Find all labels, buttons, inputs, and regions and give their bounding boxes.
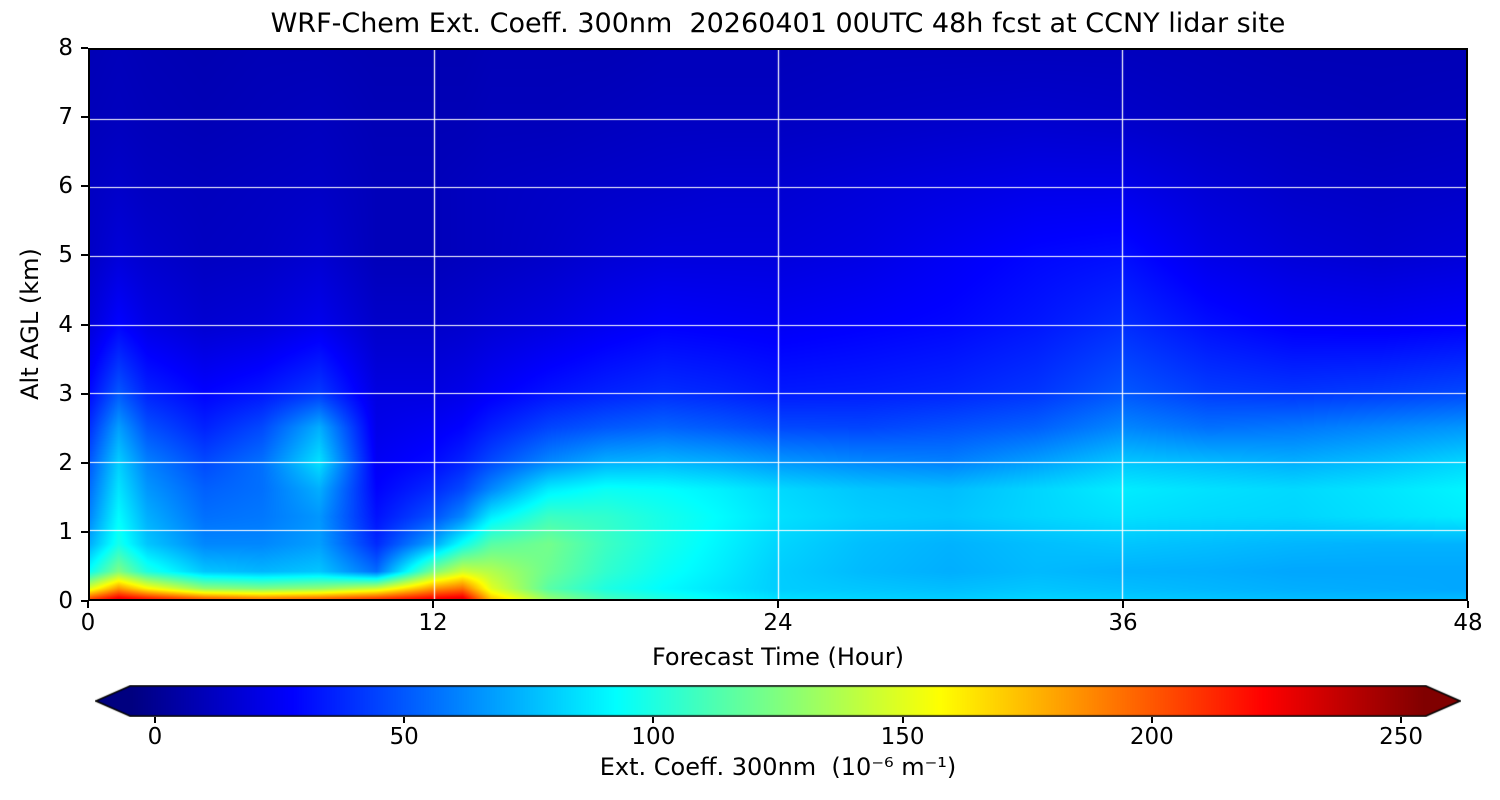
y-tick-mark xyxy=(81,185,88,188)
y-tick-label: 1 xyxy=(58,518,73,545)
plot-area xyxy=(88,48,1468,601)
x-tick-label: 48 xyxy=(1453,610,1483,636)
y-tick-mark xyxy=(81,530,88,533)
colorbar-ticks: 0 50 100 150 200 250 xyxy=(95,717,1461,757)
y-tick-label: 3 xyxy=(58,380,73,407)
x-tick-label: 36 xyxy=(1108,610,1138,636)
colorbar-tick-mark xyxy=(901,717,904,723)
y-tick-mark xyxy=(81,116,88,119)
colorbar-tick-mark xyxy=(403,717,406,723)
y-tick-mark xyxy=(81,461,88,464)
x-tick-mark xyxy=(432,601,434,608)
y-tick-label: 6 xyxy=(58,173,73,200)
chart-title: WRF-Chem Ext. Coeff. 300nm 20260401 00UT… xyxy=(270,8,1286,39)
y-tick-label: 4 xyxy=(58,311,73,338)
y-axis-ticks: 0 1 2 3 4 5 6 7 8 xyxy=(0,35,88,614)
y-tick-label: 5 xyxy=(58,242,73,269)
colorbar-tick-label: 100 xyxy=(631,724,676,750)
colorbar-label: Ext. Coeff. 300nm (10⁻⁶ m⁻¹) xyxy=(599,753,957,781)
y-tick-label: 7 xyxy=(58,104,73,131)
y-tick-mark xyxy=(81,254,88,257)
x-tick-mark xyxy=(1467,601,1469,608)
x-tick-label: 24 xyxy=(763,610,793,636)
heatmap-canvas xyxy=(90,50,1466,599)
y-tick-label: 0 xyxy=(58,588,73,614)
x-tick-label: 0 xyxy=(80,610,96,636)
colorbar-tick-mark xyxy=(652,717,655,723)
y-tick-mark xyxy=(81,392,88,395)
colorbar-tick-mark xyxy=(1400,717,1403,723)
y-tick-mark xyxy=(81,323,88,326)
x-axis-label: Forecast Time (Hour) xyxy=(651,643,905,671)
colorbar-tick-label: 150 xyxy=(880,724,925,750)
x-axis-ticks: 0 12 24 36 48 xyxy=(81,601,1483,645)
colorbar-tick-mark xyxy=(153,717,156,723)
y-tick-mark xyxy=(81,47,88,49)
colorbar-tick-label: 50 xyxy=(389,724,419,750)
y-tick-label: 8 xyxy=(58,35,73,61)
x-tick-mark xyxy=(777,601,779,608)
colorbar-tick-label: 250 xyxy=(1379,724,1424,750)
y-tick-mark xyxy=(81,600,88,602)
colorbar-tick-label: 200 xyxy=(1129,724,1174,750)
colorbar-canvas xyxy=(95,685,1461,717)
y-tick-label: 2 xyxy=(58,449,73,476)
x-tick-mark xyxy=(87,601,89,608)
x-tick-label: 12 xyxy=(418,610,448,636)
colorbar-tick-label: 0 xyxy=(147,724,163,750)
x-tick-mark xyxy=(1122,601,1124,608)
colorbar-tick-mark xyxy=(1150,717,1153,723)
